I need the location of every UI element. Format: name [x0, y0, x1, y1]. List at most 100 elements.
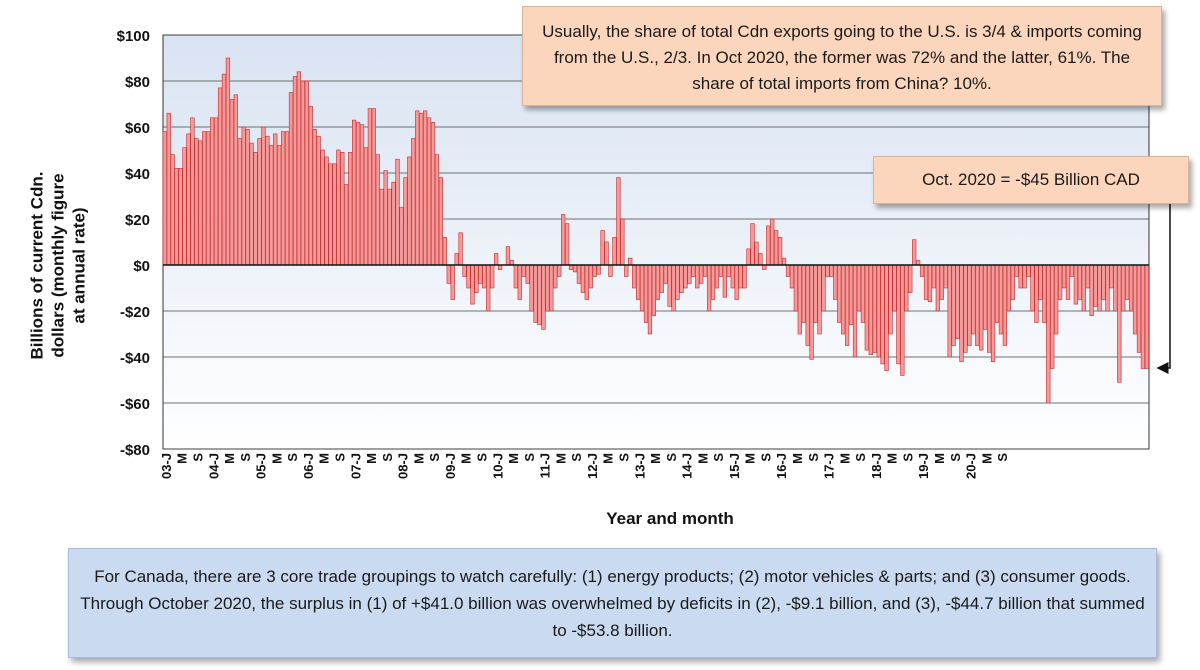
bar — [651, 264, 656, 316]
bar — [288, 92, 294, 266]
x-tick-label: S — [522, 453, 537, 462]
bar — [525, 264, 530, 284]
bar — [1081, 264, 1086, 312]
bar — [1105, 264, 1110, 312]
bar — [1144, 264, 1150, 369]
bar — [703, 264, 708, 277]
x-tick-label: S — [759, 453, 774, 462]
bar — [1089, 264, 1094, 316]
x-tick-label: S — [664, 453, 679, 462]
bar — [983, 264, 988, 330]
bar — [379, 188, 384, 266]
bar — [706, 264, 712, 312]
bar — [1101, 264, 1106, 300]
bar — [825, 264, 830, 277]
bar — [1097, 264, 1102, 312]
bar — [986, 264, 992, 353]
bar — [931, 264, 937, 289]
x-tick-label: S — [569, 453, 584, 462]
bar — [466, 264, 471, 289]
bar — [1121, 264, 1126, 312]
bar — [399, 207, 404, 266]
x-tick-label: M — [364, 453, 379, 464]
bar — [860, 264, 866, 323]
y-tick-label: -$80 — [120, 442, 150, 459]
bar — [1073, 264, 1079, 305]
bar — [655, 264, 660, 300]
bar — [726, 264, 731, 277]
bar — [998, 264, 1004, 335]
y-tick-label: $100 — [117, 28, 150, 45]
y-tick-label: -$60 — [120, 396, 150, 413]
bar — [628, 257, 633, 266]
bar — [553, 264, 558, 289]
bar — [249, 142, 254, 266]
bar — [624, 264, 629, 277]
bar — [1014, 264, 1019, 277]
bar — [908, 264, 913, 293]
y-tick-label: $60 — [125, 120, 150, 137]
bar — [679, 264, 684, 293]
bar — [517, 264, 522, 300]
y-axis-title-wrap: Billions of current Cdn. dollars (monthl… — [0, 140, 118, 390]
bar — [450, 264, 455, 300]
bar — [600, 230, 605, 266]
bar — [754, 241, 759, 266]
bar — [1065, 264, 1071, 300]
bar — [1140, 264, 1146, 369]
bar — [809, 264, 814, 360]
bar — [529, 264, 534, 312]
bar — [789, 264, 795, 289]
bar — [1018, 264, 1023, 289]
bar — [320, 149, 325, 266]
bar — [821, 264, 826, 312]
bar — [253, 152, 258, 266]
bar — [367, 108, 373, 266]
bar — [308, 106, 313, 266]
bar — [312, 129, 317, 266]
bar — [1113, 264, 1118, 312]
x-tick-label: M — [648, 453, 663, 464]
bar — [635, 264, 641, 300]
bar — [742, 264, 747, 289]
bar — [888, 264, 893, 335]
bar — [1057, 264, 1063, 300]
y-tick-label: -$20 — [120, 304, 150, 321]
bar — [474, 264, 479, 293]
bar — [332, 163, 337, 266]
bar — [541, 264, 546, 330]
bar — [1022, 264, 1027, 289]
x-tick-label: M — [175, 453, 190, 464]
bar — [182, 147, 187, 266]
bar — [872, 264, 877, 353]
bar — [1132, 264, 1138, 335]
bar — [375, 154, 380, 266]
bar — [426, 117, 432, 266]
bar — [620, 218, 625, 266]
bar — [892, 264, 897, 312]
bar — [1061, 264, 1067, 289]
bar — [576, 264, 582, 284]
share-callout: Usually, the share of total Cdn exports … — [522, 6, 1162, 106]
bar — [1117, 264, 1122, 383]
bar — [959, 264, 964, 362]
bar — [324, 156, 329, 266]
bar — [699, 264, 704, 284]
bar — [588, 264, 593, 289]
bar — [493, 253, 499, 266]
bar — [557, 264, 562, 277]
bar — [785, 264, 791, 277]
bar — [513, 264, 518, 289]
x-tick-label: M — [790, 453, 805, 464]
bar — [1050, 264, 1055, 369]
bar — [269, 145, 274, 266]
bar — [407, 156, 412, 266]
bar — [206, 131, 211, 266]
x-tick-label: M — [601, 453, 616, 464]
x-tick-label: M — [695, 453, 710, 464]
x-tick-label: S — [238, 453, 253, 462]
x-tick-label: S — [617, 453, 632, 462]
bar — [403, 177, 408, 266]
bar — [233, 94, 238, 266]
bar — [805, 264, 810, 346]
